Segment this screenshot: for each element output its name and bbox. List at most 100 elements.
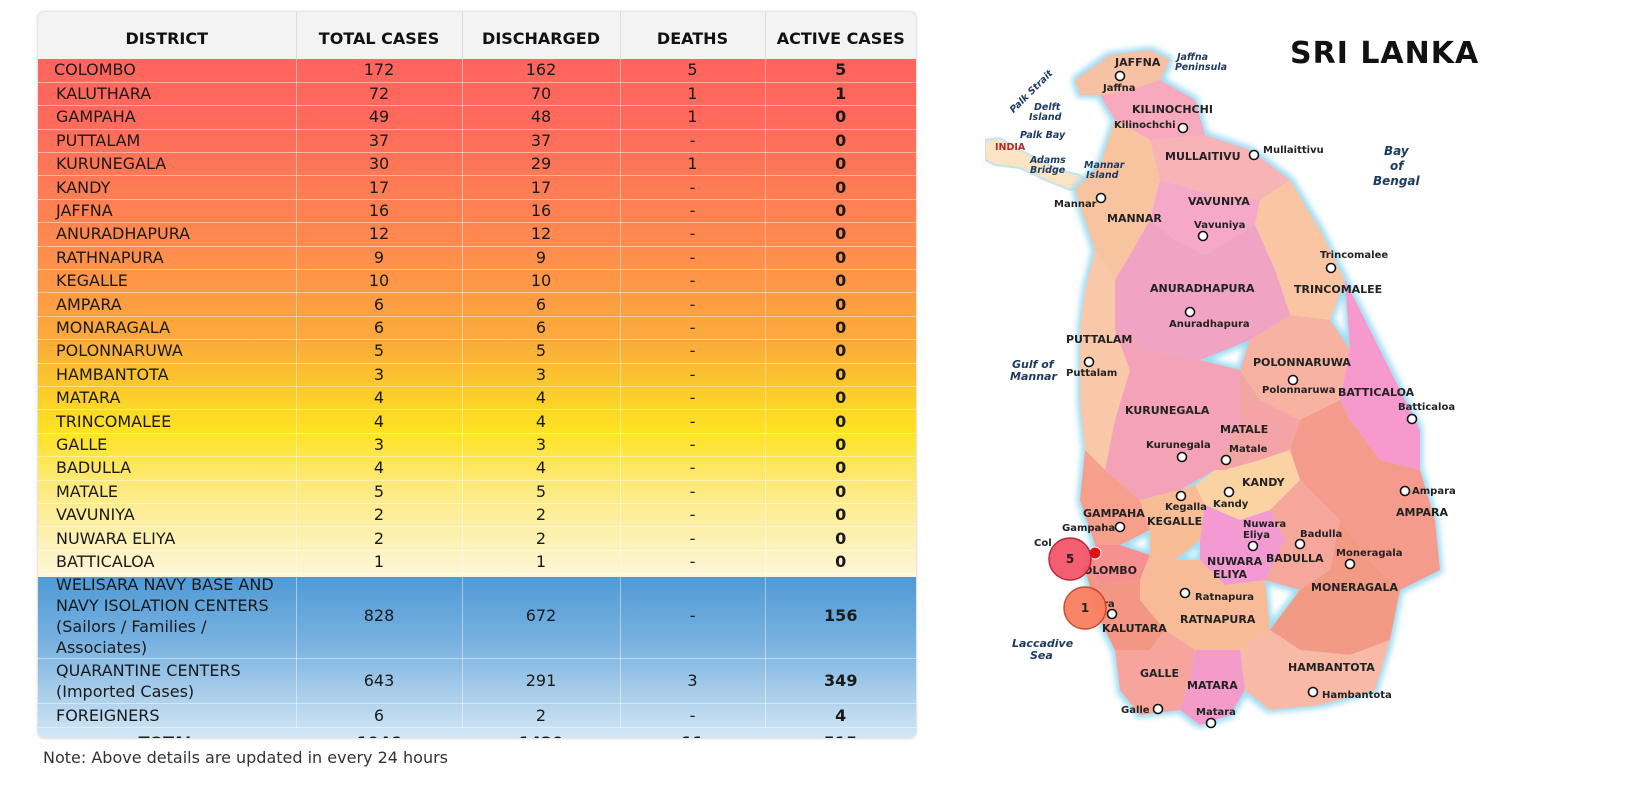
- town-markers: [1083, 70, 1418, 729]
- navy-label-line3: (Sailors / Families / Associates): [56, 617, 207, 658]
- label-matara: MATARA: [1187, 679, 1238, 692]
- district-moneragala: [1270, 520, 1400, 655]
- district-total: 2: [296, 503, 463, 528]
- district-total: 49: [296, 105, 463, 130]
- map-title: SRI LANKA: [1290, 36, 1480, 71]
- town-marker-kurunegala: [1176, 451, 1188, 463]
- label-moneragala: MONERAGALA: [1311, 581, 1399, 594]
- district-kurunegala: [1105, 330, 1240, 500]
- foreigners-active: 4: [765, 703, 916, 729]
- district-deaths: -: [620, 175, 766, 200]
- table-row: VAVUNIYA 2 2-0: [38, 503, 916, 528]
- table-row: RATHNAPURA 9 9-0: [38, 246, 916, 271]
- table-row: ANURADHAPURA 12 12-0: [38, 222, 916, 247]
- district-labels: JAFFNA KILINOCHCHI MULLAITIVU MANNAR VAV…: [1066, 56, 1448, 692]
- district-galle: [1115, 630, 1195, 715]
- district-name: VAVUNIYA: [38, 503, 297, 528]
- quarantine-row: QUARANTINE CENTERS (Imported Cases) 643 …: [38, 658, 916, 705]
- district-name: GAMPAHA: [38, 105, 297, 130]
- district-deaths: 5: [620, 59, 766, 83]
- town-marker-mannar: [1095, 192, 1107, 204]
- town-kandy: Kandy: [1213, 499, 1249, 510]
- town-jaffna: Jaffna: [1102, 83, 1135, 94]
- district-total: 30: [296, 152, 463, 177]
- town-marker-vavuniya: [1197, 230, 1209, 242]
- town-mullaittivu: Mullaittivu: [1263, 145, 1324, 156]
- district-deaths: -: [620, 222, 766, 247]
- table-row: GAMPAHA 49 48 1 0: [38, 105, 916, 130]
- total-active: 515: [765, 727, 916, 738]
- district-active: 0: [765, 339, 916, 364]
- district-active: 0: [765, 480, 916, 504]
- district-polonnaruwa: [1240, 315, 1350, 420]
- geo-mannar-island-1: Mannar: [1084, 160, 1126, 171]
- district-name: TRINCOMALEE: [38, 409, 297, 434]
- table-row: KALUTHARA 72 70 1 1: [38, 82, 916, 107]
- district-deaths: -: [620, 503, 766, 528]
- district-ampara: [1290, 400, 1440, 590]
- table-row: POLONNARUWA 5 5-0: [38, 339, 916, 364]
- town-nuwara-1: Nuwara: [1243, 519, 1286, 530]
- town-marker-batticaloa: [1406, 413, 1418, 425]
- district-hambantota: [1240, 630, 1390, 710]
- district-discharged: 1: [462, 550, 621, 575]
- quarantine-deaths: 3: [620, 658, 766, 705]
- district-deaths: -: [620, 339, 766, 364]
- town-marker-badulla: [1294, 538, 1306, 550]
- district-active: 0: [765, 526, 916, 551]
- district-total: 4: [296, 456, 463, 481]
- district-name: NUWARA ELIYA: [38, 526, 297, 551]
- district-badulla: [1265, 480, 1340, 590]
- navy-deaths: -: [620, 573, 766, 660]
- table-row: MONARAGALA 6 6-0: [38, 316, 916, 341]
- district-total: 2: [296, 526, 463, 551]
- navy-label: WELISARA NAVY BASE AND NAVY ISOLATION CE…: [38, 573, 297, 660]
- label-nuwara-eliya-1: NUWARA: [1207, 555, 1263, 568]
- district-active: 1: [765, 82, 916, 107]
- geo-jaffna-peninsula-1: Jaffna: [1175, 52, 1208, 63]
- district-name: RATHNAPURA: [38, 246, 297, 271]
- district-active: 0: [765, 199, 916, 224]
- district-discharged: 16: [462, 199, 621, 224]
- case-bubbles: 5 1: [1048, 537, 1107, 630]
- town-marker-galle: [1152, 703, 1164, 715]
- district-matale: [1215, 370, 1300, 470]
- district-colombo: [1085, 545, 1150, 585]
- total-row: TOTAL 1946 1420 11 515: [38, 727, 916, 738]
- town-anuradhapura: Anuradhapura: [1169, 319, 1250, 330]
- table-row: KANDY 17 17-0: [38, 175, 916, 200]
- district-total: 10: [296, 269, 463, 294]
- district-discharged: 29: [462, 152, 621, 177]
- district-total: 9: [296, 246, 463, 271]
- district-total: 172: [296, 59, 463, 83]
- covid-district-table: DISTRICT TOTAL CASES DISCHARGED DEATHS A…: [38, 12, 916, 738]
- district-ratnapura: [1140, 555, 1270, 650]
- district-discharged: 37: [462, 129, 621, 154]
- district-name: MATALE: [38, 480, 297, 504]
- town-marker-ratnapura: [1179, 587, 1191, 599]
- district-discharged: 5: [462, 480, 621, 504]
- town-ampara: Ampara: [1412, 486, 1456, 497]
- navy-discharged: 672: [462, 573, 621, 660]
- header-total-cases: TOTAL CASES: [296, 12, 463, 59]
- navy-label-line2: NAVY ISOLATION CENTERS: [56, 596, 269, 616]
- district-deaths: 1: [620, 105, 766, 130]
- label-gampaha: GAMPAHA: [1083, 507, 1145, 520]
- town-galle: Galle: [1121, 705, 1150, 716]
- town-marker-moneragala: [1344, 558, 1356, 570]
- header-deaths: DEATHS: [620, 12, 766, 59]
- district-name: MATARA: [38, 386, 297, 411]
- district-mullaitivu: [1150, 135, 1290, 200]
- district-deaths: -: [620, 386, 766, 411]
- table-row: MATALE 5 5-0: [38, 480, 916, 504]
- district-discharged: 5: [462, 339, 621, 364]
- district-active: 0: [765, 550, 916, 575]
- foreigners-row: FOREIGNERS 6 2 - 4: [38, 703, 916, 729]
- geo-bay-2: of: [1390, 159, 1405, 173]
- district-active: 0: [765, 433, 916, 458]
- foreigners-label: FOREIGNERS: [38, 703, 297, 729]
- district-deaths: -: [620, 246, 766, 271]
- district-trincomalee: [1255, 180, 1345, 320]
- district-discharged: 2: [462, 526, 621, 551]
- district-discharged: 6: [462, 292, 621, 317]
